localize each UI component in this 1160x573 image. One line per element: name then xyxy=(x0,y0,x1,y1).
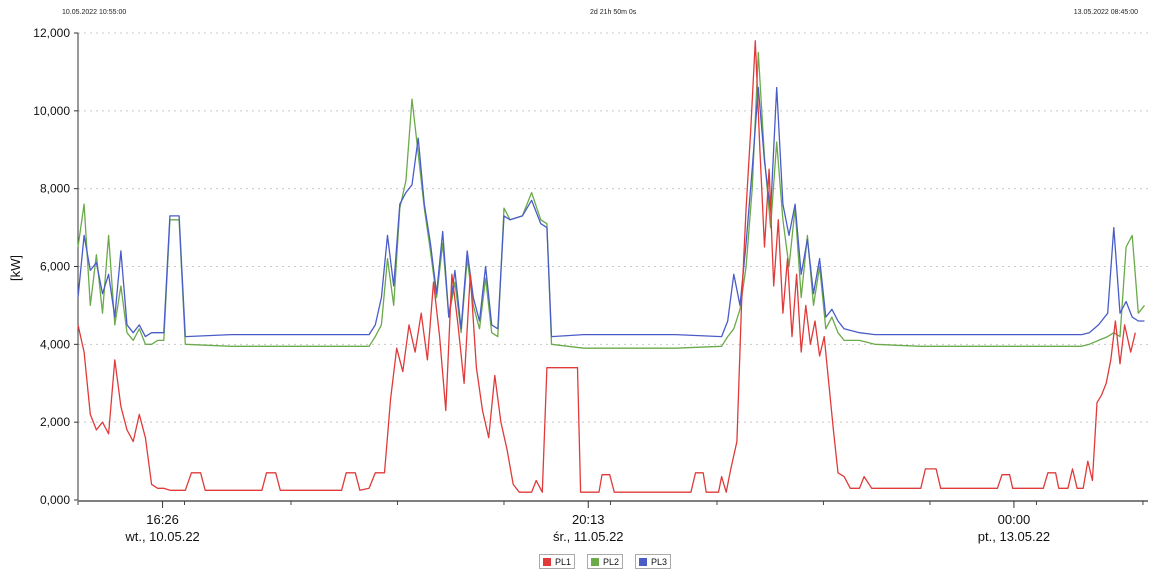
x-tick-date-label: pt., 13.05.22 xyxy=(978,529,1050,544)
series-line-pl3 xyxy=(77,86,1145,338)
series-line-pl2 xyxy=(77,51,1146,349)
y-tick-label: 0,000 xyxy=(40,493,70,507)
legend-label-pl2: PL2 xyxy=(603,556,620,567)
grid-layer xyxy=(78,32,1148,423)
end-time-label: 13.05.2022 08:45:00 xyxy=(1073,9,1138,16)
x-tick-time-label: 00:00 xyxy=(998,512,1031,527)
y-axis-label: [kW] xyxy=(8,255,23,281)
y-tick-label: 2,000 xyxy=(40,415,70,429)
legend-swatch-pl2 xyxy=(591,557,600,566)
y-tick-label: 4,000 xyxy=(40,337,70,351)
legend: PL1 PL2 PL3 xyxy=(539,554,672,569)
legend-label-pl1: PL1 xyxy=(555,556,572,567)
y-tick-label: 12,000 xyxy=(33,26,70,40)
x-tick-date-label: śr., 11.05.22 xyxy=(553,529,624,544)
duration-label: 2d 21h 50m 0s xyxy=(590,9,637,16)
legend-item-pl1[interactable]: PL1 xyxy=(539,554,576,569)
legend-swatch-pl3 xyxy=(639,557,648,566)
x-tick-date-label: wt., 10.05.22 xyxy=(124,529,199,544)
legend-item-pl2[interactable]: PL2 xyxy=(587,554,624,569)
x-tick-time-label: 20:13 xyxy=(572,512,605,527)
legend-swatch-pl1 xyxy=(543,557,551,566)
legend-label-pl3: PL3 xyxy=(651,556,668,567)
series-layer xyxy=(77,40,1146,493)
start-time-label: 10.05.2022 10:55:00 xyxy=(62,9,127,16)
y-tick-label: 8,000 xyxy=(40,182,70,196)
y-tick-label: 10,000 xyxy=(33,104,70,118)
y-tick-label: 6,000 xyxy=(40,260,70,274)
series-line-pl1 xyxy=(77,40,1136,493)
axis-layer: 0,000 2,000 4,000 6,000 8,000 10,000 12,000 16:… xyxy=(33,26,1148,544)
x-tick-time-label: 16:26 xyxy=(146,512,179,527)
legend-item-pl3[interactable]: PL3 xyxy=(635,554,672,569)
